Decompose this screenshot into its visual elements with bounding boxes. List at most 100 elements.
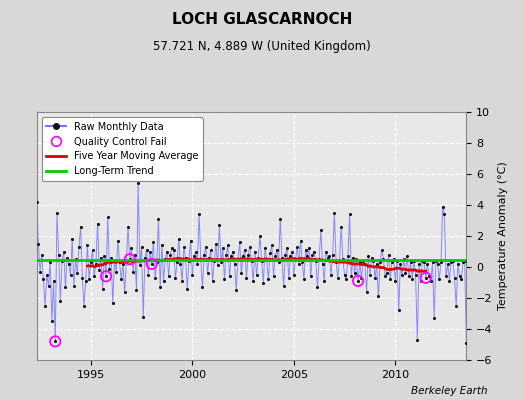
Point xyxy=(443,261,452,267)
Point xyxy=(203,270,212,276)
Point xyxy=(263,256,271,262)
Point xyxy=(401,270,410,276)
Point xyxy=(178,278,187,284)
Point xyxy=(461,258,469,264)
Point xyxy=(335,258,344,264)
Point xyxy=(246,244,254,250)
Point xyxy=(213,262,222,269)
Point xyxy=(293,244,301,250)
Point xyxy=(467,259,476,266)
Point xyxy=(148,261,156,267)
Point xyxy=(158,242,166,248)
Point xyxy=(80,302,88,309)
Point xyxy=(249,278,257,284)
Point xyxy=(266,250,275,256)
Point xyxy=(102,273,110,280)
Point xyxy=(268,242,276,248)
Point xyxy=(92,261,100,267)
Point xyxy=(209,278,217,284)
Point xyxy=(149,239,158,245)
Point xyxy=(366,272,374,278)
Point xyxy=(42,272,51,278)
Point xyxy=(413,337,421,343)
Point xyxy=(234,256,242,262)
Point xyxy=(455,273,464,280)
Point xyxy=(126,256,134,262)
Point xyxy=(337,224,345,230)
Point xyxy=(193,261,202,267)
Point xyxy=(301,247,310,253)
Point xyxy=(36,268,44,275)
Point xyxy=(112,268,121,275)
Point xyxy=(449,258,457,264)
Point xyxy=(464,261,472,267)
Point xyxy=(410,258,418,264)
Point xyxy=(107,254,115,261)
Point xyxy=(195,211,203,218)
Point xyxy=(300,276,308,282)
Point xyxy=(384,251,392,258)
Point xyxy=(82,278,90,284)
Point xyxy=(180,244,188,250)
Point xyxy=(261,245,269,252)
Point xyxy=(86,259,95,266)
Point xyxy=(124,224,132,230)
Point xyxy=(378,247,386,253)
Point xyxy=(430,315,439,321)
Point xyxy=(70,282,78,289)
Point xyxy=(187,238,195,244)
Point xyxy=(181,254,190,261)
Point xyxy=(320,278,329,284)
Point xyxy=(53,210,61,216)
Point xyxy=(433,261,442,267)
Point xyxy=(334,275,342,281)
Point xyxy=(126,256,134,262)
Point xyxy=(165,273,173,280)
Point xyxy=(347,273,355,280)
Point xyxy=(450,275,458,281)
Point xyxy=(275,259,283,266)
Point xyxy=(127,245,136,252)
Point xyxy=(435,276,443,282)
Point xyxy=(58,258,66,264)
Point xyxy=(285,275,293,281)
Point xyxy=(198,284,206,290)
Point xyxy=(469,265,477,272)
Legend: Raw Monthly Data, Quality Control Fail, Five Year Moving Average, Long-Term Tren: Raw Monthly Data, Quality Control Fail, … xyxy=(41,117,203,181)
Point xyxy=(93,220,102,227)
Point xyxy=(196,256,205,262)
Point xyxy=(269,273,278,280)
Point xyxy=(244,251,253,258)
Point xyxy=(389,256,398,262)
Point xyxy=(169,247,178,253)
Point xyxy=(253,272,261,278)
Point xyxy=(329,251,337,258)
Point xyxy=(143,247,151,253)
Point xyxy=(400,256,408,262)
Point xyxy=(114,238,122,244)
Point xyxy=(51,338,60,344)
Point xyxy=(379,256,388,262)
Point xyxy=(373,261,381,267)
Point xyxy=(359,258,367,264)
Point xyxy=(71,256,80,262)
Point xyxy=(257,258,266,264)
Point xyxy=(137,244,146,250)
Point xyxy=(108,300,117,306)
Point xyxy=(364,253,373,259)
Point xyxy=(73,270,81,276)
Text: LOCH GLASCARNOCH: LOCH GLASCARNOCH xyxy=(172,12,352,27)
Point xyxy=(171,275,180,281)
Point xyxy=(64,261,73,267)
Point xyxy=(291,256,300,262)
Point xyxy=(325,253,333,259)
Point xyxy=(136,262,144,269)
Point xyxy=(386,276,395,282)
Point xyxy=(97,254,105,261)
Point xyxy=(393,258,401,264)
Point xyxy=(39,276,48,282)
Point xyxy=(308,251,316,258)
Point xyxy=(272,247,281,253)
Point xyxy=(376,259,384,266)
Point xyxy=(345,211,354,218)
